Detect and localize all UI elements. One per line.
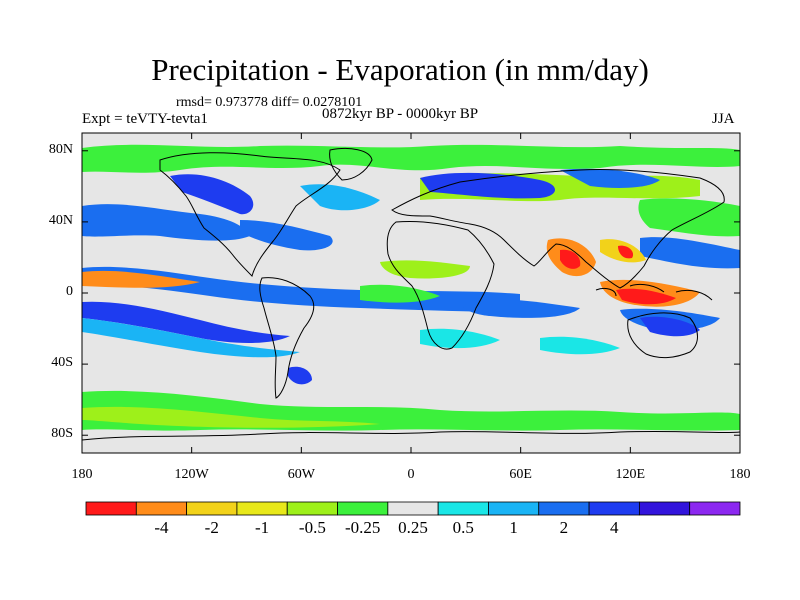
lon-label: 60E	[509, 467, 532, 482]
coastlines	[81, 147, 741, 441]
lon-label: 0	[407, 467, 415, 482]
east-asia-red	[618, 245, 634, 259]
colorbar-label: -0.25	[344, 518, 381, 537]
colorbar-swatch	[437, 501, 489, 516]
coast-eurasia	[391, 168, 725, 289]
colorbar-label: 4	[609, 518, 619, 537]
tropical-atlantic-green	[360, 284, 440, 303]
chart-title: Precipitation - Evaporation (in mm/day)	[151, 52, 649, 87]
colorbar-swatch	[186, 501, 238, 516]
lat-label: 40S	[51, 355, 73, 371]
coast-antarctica	[81, 430, 741, 441]
lat-label: 80N	[48, 141, 73, 157]
lon-label: 120W	[174, 467, 209, 482]
period-label: 0872kyr BP - 0000kyr BP	[322, 106, 479, 122]
south-pacific-band	[82, 301, 290, 343]
lon-label: 180	[729, 467, 751, 482]
lat-label: 40N	[48, 212, 73, 228]
coast-maritime-islands	[595, 283, 713, 301]
south-america-tip-blue	[288, 366, 312, 385]
colorbar-label: -4	[154, 518, 169, 537]
arctic-green	[82, 144, 740, 173]
colorbar-swatch	[135, 501, 188, 516]
colorbar-label: -1	[254, 518, 270, 537]
tropical-africa-green	[380, 260, 470, 279]
season-label: JJA	[712, 111, 735, 127]
asia-monsoon-red	[560, 249, 581, 269]
colorbar-swatch	[689, 501, 741, 516]
eurasia-north-blue	[420, 172, 555, 199]
colorbar-label: -2	[204, 518, 219, 537]
australia-blue	[640, 316, 700, 337]
coast-south-america	[259, 277, 315, 399]
anomaly-field	[82, 144, 740, 431]
west-pacific-blue	[640, 237, 740, 269]
colorbar	[85, 501, 741, 516]
lon-ticks	[81, 133, 741, 453]
coast-africa	[386, 221, 495, 350]
stats-label: rmsd= 0.973778 diff= 0.0278101	[176, 95, 363, 110]
na-east-blue	[240, 220, 333, 251]
coast-north-america	[159, 152, 341, 277]
lat-ticks	[82, 150, 740, 436]
coast-greenland	[329, 147, 373, 181]
colorbar-swatch	[638, 501, 691, 516]
south-indian-cyan	[540, 336, 620, 355]
experiment-label: Expt = teVTY-tevta1	[82, 111, 208, 127]
colorbar-swatch	[387, 501, 439, 516]
colorbar-swatch	[236, 501, 288, 516]
colorbar-label: 0.25	[398, 518, 428, 537]
lon-label: 60W	[287, 467, 315, 482]
tropical-pacific-orange	[82, 270, 200, 288]
coast-australia	[627, 312, 698, 359]
colorbar-swatch	[488, 501, 540, 516]
colorbar-label: 1	[509, 518, 518, 537]
indian-ocean-blue	[460, 298, 580, 318]
eurasia-north-blue-2	[560, 168, 660, 188]
lon-label: 120E	[615, 467, 646, 482]
atlantic-north-blue	[300, 184, 380, 211]
colorbar-swatch	[286, 501, 338, 516]
lat-label: 0	[66, 284, 73, 299]
colorbar-swatch	[588, 501, 640, 516]
colorbar-label: 2	[559, 518, 569, 537]
southern-ocean-lightgreen	[82, 406, 380, 428]
maritime-continent-red	[616, 288, 676, 305]
south-pacific-band-lightblue	[82, 318, 300, 358]
colorbar-swatch	[337, 501, 389, 516]
lat-label: 80S	[51, 426, 73, 442]
colorbar-label: 0.5	[452, 518, 474, 537]
colorbar-swatch	[85, 501, 137, 516]
lon-label: 180	[71, 467, 93, 482]
na-blue	[170, 174, 254, 215]
colorbar-swatch	[538, 501, 590, 516]
colorbar-label: -0.5	[298, 518, 326, 537]
